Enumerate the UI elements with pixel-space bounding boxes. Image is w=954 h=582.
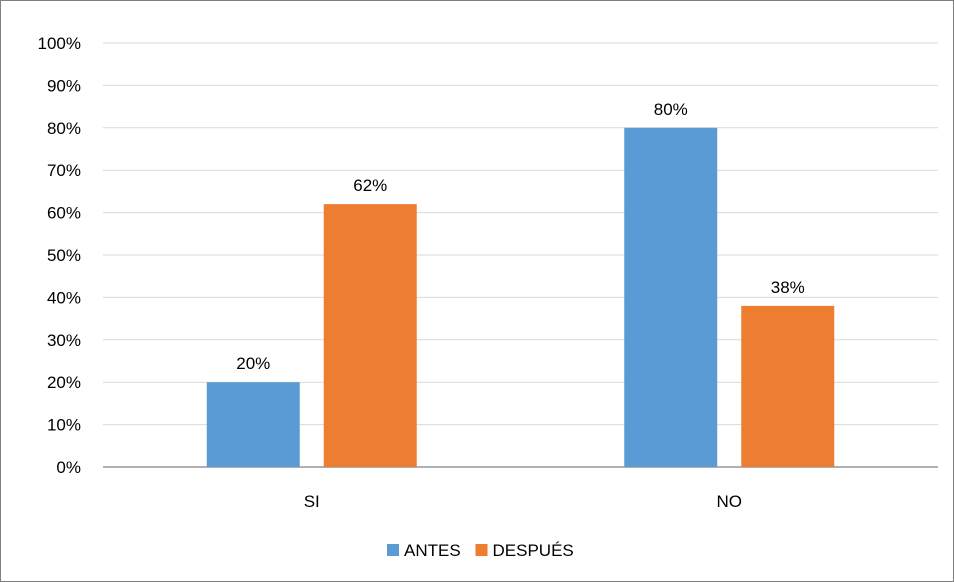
bar-después-no — [741, 305, 835, 467]
y-tick-label: 60% — [47, 204, 81, 223]
bar-después-si — [323, 204, 417, 467]
y-tick-label: 80% — [47, 119, 81, 138]
y-tick-label: 90% — [47, 76, 81, 95]
bar-antes-no — [624, 127, 718, 468]
y-tick-label: 0% — [56, 458, 81, 477]
data-label: 38% — [771, 278, 805, 297]
x-tick-label: SI — [304, 492, 320, 511]
legend-swatch-después — [475, 544, 488, 556]
y-tick-label: 50% — [47, 246, 81, 265]
y-tick-label: 100% — [38, 34, 81, 53]
legend-label: DESPUÉS — [493, 541, 574, 560]
y-tick-label: 40% — [47, 288, 81, 307]
y-tick-label: 70% — [47, 161, 81, 180]
data-label: 20% — [236, 354, 270, 373]
data-label: 80% — [654, 100, 688, 119]
y-tick-label: 30% — [47, 331, 81, 350]
legend-swatch-antes — [387, 544, 399, 556]
bar-antes-si — [206, 382, 300, 467]
y-tick-label: 10% — [47, 416, 81, 435]
x-tick-label: NO — [717, 492, 743, 511]
y-tick-label: 20% — [47, 373, 81, 392]
data-label: 62% — [353, 176, 387, 195]
legend-label: ANTES — [404, 541, 461, 560]
